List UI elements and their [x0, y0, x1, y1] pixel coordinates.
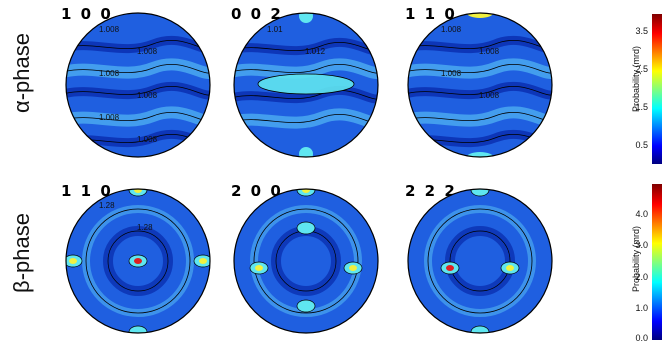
- contour-line: [234, 63, 378, 74]
- contour-value-label: 1.008: [137, 135, 158, 144]
- colorbar-beta: [652, 184, 662, 340]
- contour-line: [66, 85, 210, 96]
- hot-spot: [255, 265, 263, 271]
- contour-value-label: 1.008: [99, 69, 120, 78]
- colorbar-beta-tick: 1.0: [635, 303, 648, 313]
- contour-value-label: 1.008: [137, 47, 158, 56]
- contour-line: [440, 261, 460, 275]
- hot-spot: [199, 258, 207, 264]
- contour-line: [296, 299, 316, 313]
- hot-spot: [302, 225, 310, 231]
- hot-spot: [302, 189, 310, 193]
- contour-value-label: 1.008: [99, 25, 120, 34]
- colorbar-beta-tick: 3.0: [635, 240, 648, 250]
- disc-outline: [233, 12, 379, 158]
- colorbar-alpha-tick: 3.5: [635, 26, 648, 36]
- disc-outline: [407, 12, 553, 158]
- pole-spot: [299, 13, 313, 23]
- contour-line: [408, 63, 552, 74]
- hot-spot: [134, 189, 142, 193]
- colorbar-beta-tick: 0.0: [635, 333, 648, 343]
- disc-outline: [65, 188, 211, 334]
- contour-line: [66, 63, 210, 74]
- pole-figure-alpha-110: 1.008 1.008 1.008 1.008: [407, 12, 553, 158]
- contour-line: [449, 230, 511, 292]
- hot-spot: [476, 189, 484, 193]
- contour-line: [408, 111, 552, 122]
- contour-line: [234, 89, 378, 100]
- contour-line: [249, 261, 269, 275]
- pole-figure-alpha-002: 1.01 1.012: [233, 12, 379, 158]
- contour-line: [85, 208, 191, 314]
- colorbar-alpha: [652, 14, 662, 164]
- colorbar-title-alpha: Probability (mrd): [631, 46, 641, 113]
- hot-spot: [506, 265, 514, 271]
- colorbar-title-beta: Probability (mrd): [631, 226, 641, 293]
- disc-outline: [407, 188, 553, 334]
- pole-label-beta-110: 1 1 0: [58, 183, 116, 200]
- pole-label-alpha-002: 0 0 2: [228, 6, 286, 23]
- pole-figure-alpha-100: 1.008 1.008 1.008 1.008 1.008 1.008: [65, 12, 211, 158]
- colorbar-alpha-tick: 2.5: [635, 64, 648, 74]
- contour-value-label: 1.008: [99, 113, 120, 122]
- hot-spot: [446, 265, 454, 271]
- pole-figure-beta-200: [233, 188, 379, 334]
- pole-spot: [466, 152, 494, 157]
- contour-line: [343, 261, 363, 275]
- pole-figure-beta-222: [407, 188, 553, 334]
- contour-value-label: 1.28: [137, 223, 153, 232]
- colorbar-alpha-tick: 0.5: [635, 140, 648, 150]
- pole-spot: [466, 13, 494, 18]
- beta-phase-label: β-phase: [9, 213, 35, 293]
- pole-figure-beta-110: 1.28 1.28: [65, 188, 211, 334]
- contour-line: [193, 254, 210, 268]
- contour-value-label: 1.008: [441, 25, 462, 34]
- hot-spot: [134, 258, 142, 264]
- contour-value-label: 1.008: [441, 69, 462, 78]
- pole-label-alpha-100: 1 0 0: [58, 6, 116, 23]
- hot-spot: [476, 329, 484, 333]
- contour-line: [427, 208, 533, 314]
- contour-line: [500, 261, 520, 275]
- hot-spot: [134, 329, 142, 333]
- contour-line: [107, 230, 169, 292]
- equator-band: [258, 74, 354, 94]
- contour-value-label: 1.008: [479, 91, 500, 100]
- contour-line: [408, 85, 552, 96]
- pole-label-beta-200: 2 0 0: [228, 183, 286, 200]
- contour-value-label: 1.008: [137, 91, 158, 100]
- pole-label-beta-222: 2 2 2: [402, 183, 460, 200]
- hot-spot: [69, 258, 77, 264]
- pole-spot: [299, 147, 313, 157]
- contour-line: [128, 254, 148, 268]
- colorbar-beta-tick: 4.0: [635, 209, 648, 219]
- contour-line: [253, 208, 359, 314]
- contour-line: [66, 111, 210, 122]
- hot-spot: [349, 265, 357, 271]
- alpha-phase-label: α-phase: [9, 33, 34, 113]
- hot-spot: [302, 303, 310, 309]
- contour-line: [257, 73, 355, 95]
- contour-line: [296, 221, 316, 235]
- colorbar-beta-tick: 2.0: [635, 272, 648, 282]
- disc-outline: [233, 188, 379, 334]
- contour-line: [66, 254, 83, 268]
- pole-label-alpha-110: 1 1 0: [402, 6, 460, 23]
- disc-outline: [65, 12, 211, 158]
- contour-value-label: 1.28: [99, 201, 115, 210]
- contour-value-label: 1.008: [479, 47, 500, 56]
- colorbar-alpha-tick: 1.5: [635, 102, 648, 112]
- contour-value-label: 1.01: [267, 25, 283, 34]
- contour-value-label: 1.012: [305, 47, 326, 56]
